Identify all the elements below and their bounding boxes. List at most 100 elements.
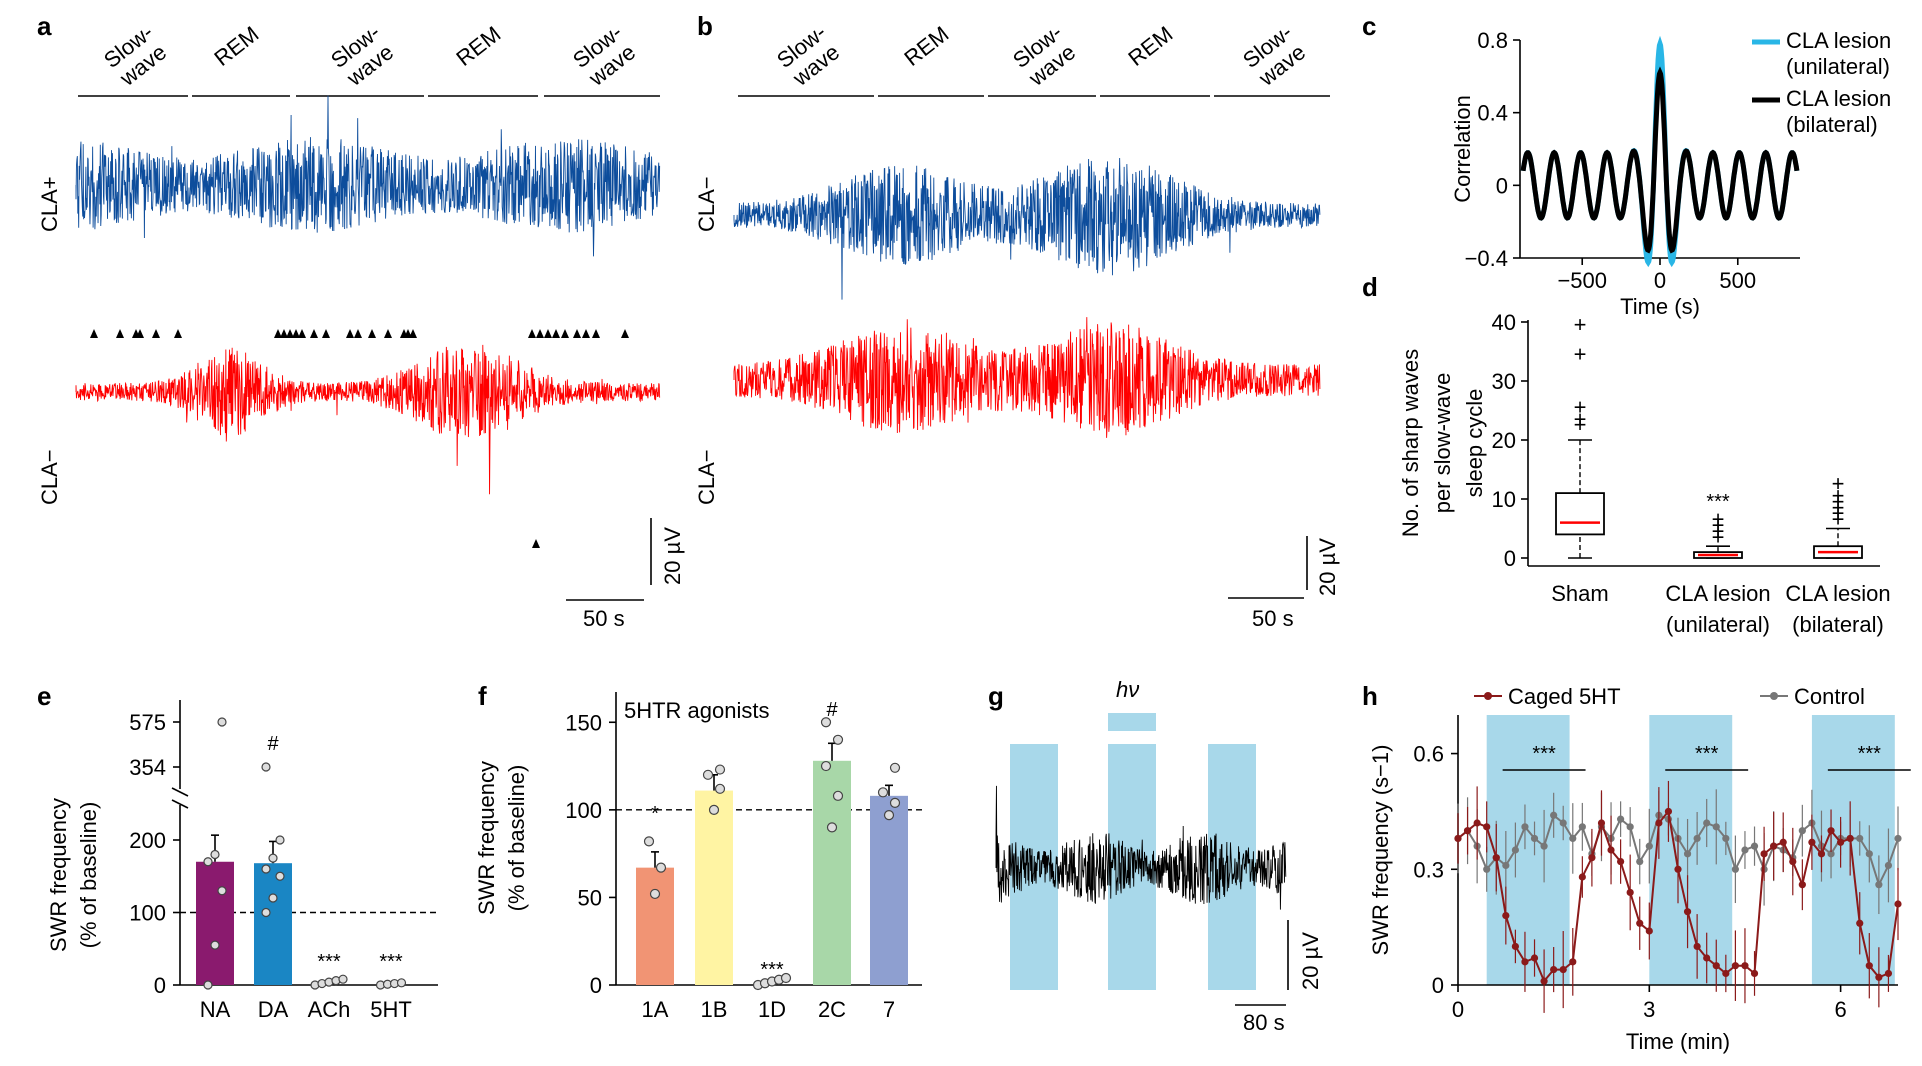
significance-label: ***: [1695, 743, 1719, 765]
y-axis-label: SWR frequency: [474, 761, 499, 915]
scale-voltage-label: 20 µV: [660, 527, 685, 585]
data-point: [889, 762, 901, 773]
data-point: [1674, 865, 1682, 873]
data-point: [1884, 969, 1893, 978]
data-point: [1540, 977, 1548, 985]
x-tick-label: 3: [1643, 997, 1655, 1022]
data-point: [275, 871, 285, 881]
stage-label-line: REM: [209, 21, 263, 71]
data-point: [1693, 942, 1701, 951]
panel-label-a: a: [37, 11, 52, 41]
panel-b: Slow-wave REM Slow-wave REM Slow-wave CLA− C…: [694, 19, 1340, 631]
data-point: [1521, 958, 1529, 966]
sharp-wave-marker: [528, 329, 536, 338]
sharp-wave-marker: [136, 329, 144, 338]
stage-label: Slow-wave: [99, 19, 173, 91]
trace-path: [75, 344, 661, 495]
outlier-marker: +: [1832, 501, 1845, 526]
scale-voltage-label: 20 µV: [1298, 932, 1323, 990]
legend-label: Caged 5HT: [1508, 684, 1621, 709]
scale-time-label: 50 s: [583, 606, 625, 631]
data-point: [1578, 823, 1586, 831]
data-point: [261, 864, 271, 874]
data-point: [820, 760, 832, 772]
data-point: [826, 822, 838, 833]
y-axis-label: Correlation: [1450, 95, 1475, 203]
data-point: [210, 940, 220, 950]
x-tick-label: 6: [1834, 997, 1846, 1022]
data-point: [1722, 969, 1730, 978]
data-point: [217, 886, 227, 896]
legend-label: CLA lesion (unilateral): [1786, 28, 1891, 79]
lfp-trace: [995, 785, 1287, 910]
data-point: [1846, 834, 1854, 843]
axis-break: [171, 799, 189, 809]
data-point: [1645, 842, 1653, 850]
bar: [636, 867, 674, 985]
panel-d-box-chart: 0 10 20 30 40 No. of sharp waves per slow-wave…: [1398, 310, 1891, 637]
data-point: [1511, 846, 1519, 854]
data-point: [708, 804, 720, 815]
data-point: [889, 797, 901, 808]
scale-time-label: 50 s: [1252, 606, 1294, 631]
category-label: CLA lesion: [1785, 581, 1890, 606]
panel-label-d: d: [1362, 272, 1378, 302]
y-tick-label: 0: [154, 973, 166, 998]
stim-window: [1811, 715, 1895, 985]
data-point: [1856, 834, 1864, 843]
data-point: [832, 734, 844, 745]
y-tick-label: 20: [1492, 428, 1516, 453]
x-axis-label: Time (s): [1620, 294, 1700, 319]
panel-g: hν 20 µV 80 s: [995, 677, 1323, 1035]
y-tick-label: 0: [1496, 173, 1508, 198]
category-label: CLA lesion: [1665, 581, 1770, 606]
data-point: [1483, 823, 1491, 831]
data-point: [643, 836, 655, 847]
data-point: [1626, 888, 1634, 897]
significance-label: *: [651, 803, 659, 825]
panel-label-f: f: [478, 681, 487, 711]
data-point: [1569, 834, 1577, 843]
sharp-wave-marker: [582, 329, 590, 338]
sharp-wave-marker: [561, 329, 569, 338]
outlier-marker: +: [1832, 471, 1845, 496]
legend-marker: [1484, 692, 1492, 700]
legend-marker: [1770, 692, 1778, 700]
y-tick-label: 150: [565, 710, 602, 735]
data-point: [1760, 850, 1768, 858]
stage-label: Slow-wave: [1238, 19, 1312, 91]
y-tick-label: −0.4: [1465, 246, 1508, 271]
data-point: [1703, 954, 1711, 962]
data-point: [268, 853, 278, 863]
category-label: NA: [200, 997, 231, 1022]
y-tick-label: 0.3: [1413, 857, 1444, 882]
panel-a: Slow-wave REM Slow-wave REM Slow-wave CLA+ C…: [37, 19, 685, 631]
stage-label: REM: [899, 21, 953, 71]
y-axis-label: (% of baseline): [76, 802, 101, 949]
outlier-marker: +: [1574, 312, 1587, 337]
panel-label-g: g: [988, 681, 1004, 711]
stage-label: REM: [209, 21, 263, 71]
outlier-marker: +: [1712, 513, 1725, 538]
category-label: 2C: [818, 997, 846, 1022]
outlier-marker: +: [1832, 489, 1845, 514]
legend-label-line: (bilateral): [1786, 112, 1878, 137]
data-point: [1798, 827, 1806, 835]
data-point: [1798, 881, 1806, 889]
box: [1555, 492, 1605, 536]
significance-label: ***: [379, 951, 403, 973]
y-axis-label: sleep cycle: [1462, 389, 1487, 498]
panel-label-e: e: [37, 681, 51, 711]
category-label: (bilateral): [1792, 612, 1884, 637]
data-point: [1617, 815, 1625, 823]
y-axis-label: per slow-wave: [1430, 373, 1455, 514]
legend-label: Control: [1794, 684, 1865, 709]
data-point: [1559, 819, 1567, 827]
cla-plus-trace: [75, 95, 661, 257]
category-label: 5HT: [370, 997, 412, 1022]
significance-label: ***: [1532, 743, 1556, 765]
data-point: [877, 787, 889, 798]
data-point: [1454, 834, 1462, 843]
data-point: [396, 978, 407, 988]
y-tick-label: 0: [590, 973, 602, 998]
